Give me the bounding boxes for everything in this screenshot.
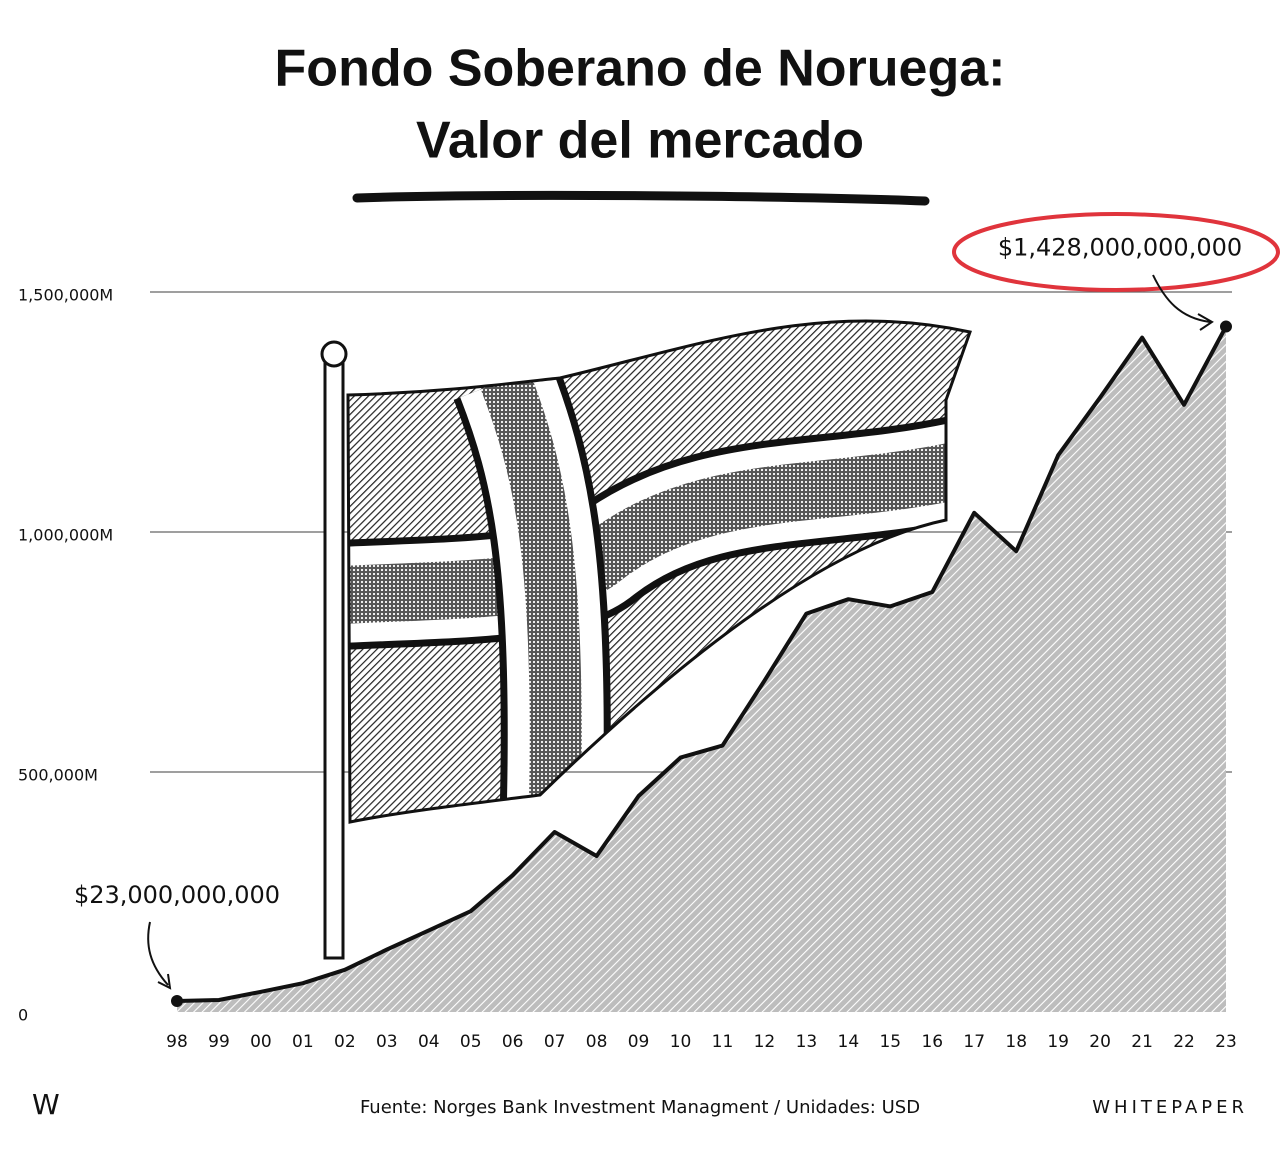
x-tick-label: 21 (1131, 1032, 1153, 1052)
x-tick-label: 11 (712, 1032, 734, 1052)
value-label: $23,000,000,000 (74, 881, 280, 909)
logo: W (32, 1088, 60, 1121)
x-tick-label: 12 (754, 1032, 776, 1052)
brand: WHITEPAPER (1092, 1097, 1248, 1118)
x-tick-label: 03 (376, 1032, 398, 1052)
area-fill (177, 326, 1226, 1013)
x-tick-label: 14 (838, 1032, 860, 1052)
highlight-ellipse (952, 212, 1280, 292)
x-tick-label: 04 (418, 1032, 440, 1052)
x-tick-label: 01 (292, 1032, 314, 1052)
x-tick-label: 15 (879, 1032, 901, 1052)
x-tick-label: 00 (250, 1032, 272, 1052)
source-note: Fuente: Norges Bank Investment Managment… (360, 1097, 920, 1118)
arrow (147, 921, 172, 990)
chart-title: Fondo Soberano de Noruega: (275, 40, 1006, 98)
x-tick-label: 13 (796, 1032, 818, 1052)
x-tick-label: 18 (1005, 1032, 1027, 1052)
area-layer (177, 326, 1226, 1013)
x-tick-label: 07 (544, 1032, 566, 1052)
marks-layer: $23,000,000,000 $1,428,000,000,000 (74, 234, 1242, 1007)
x-tick-label: 99 (208, 1032, 230, 1052)
x-tick-label: 98 (166, 1032, 188, 1052)
y-tick-label: 0 (18, 1006, 28, 1025)
x-tick-label: 05 (460, 1032, 482, 1052)
x-tick-label: 09 (628, 1032, 650, 1052)
area-line (176, 325, 1228, 1003)
x-tick-label: 06 (502, 1032, 524, 1052)
x-tick-label: 20 (1089, 1032, 1111, 1052)
y-tick-label: 1,000,000M (18, 526, 113, 545)
title-underline (352, 190, 930, 206)
chart-title: Valor del mercado (416, 112, 864, 170)
arrow (1152, 274, 1214, 331)
x-tick-label: 16 (921, 1032, 943, 1052)
x-tick-label: 22 (1173, 1032, 1195, 1052)
y-tick-label: 500,000M (18, 766, 98, 785)
value-label: $1,428,000,000,000 (998, 234, 1242, 262)
x-tick-label: 17 (963, 1032, 985, 1052)
x-tick-label: 02 (334, 1032, 356, 1052)
data-point (171, 994, 183, 1007)
x-tick-label: 08 (586, 1032, 608, 1052)
y-tick-label: 1,500,000M (18, 286, 113, 305)
x-tick-label: 23 (1215, 1032, 1237, 1052)
x-tick-label: 19 (1047, 1032, 1069, 1052)
x-tick-label: 10 (670, 1032, 692, 1052)
data-point (1220, 320, 1232, 333)
